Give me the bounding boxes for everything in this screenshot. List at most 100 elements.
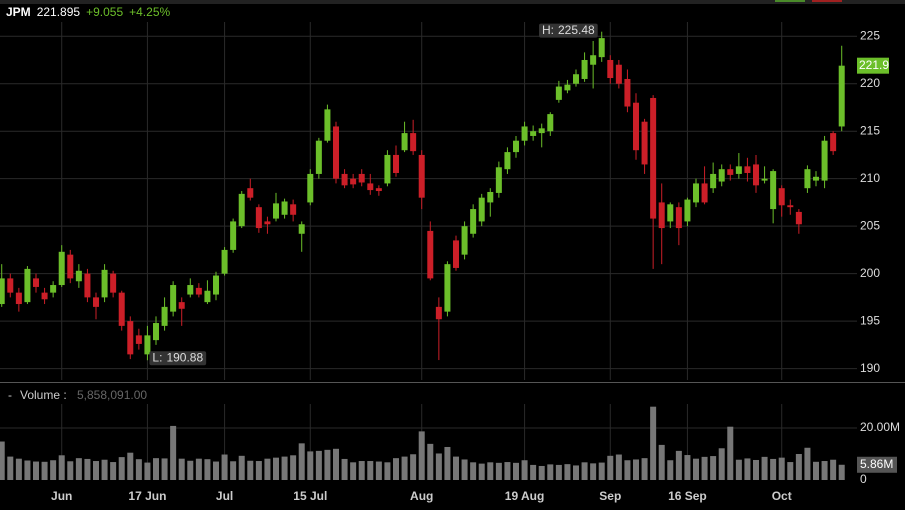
volume-bar: [590, 463, 597, 480]
candle-body: [590, 55, 597, 65]
volume-bar: [667, 460, 674, 480]
candle-body: [101, 269, 108, 298]
candle-body: [693, 183, 699, 203]
candle-body: [530, 131, 537, 136]
candle-body: [7, 278, 14, 293]
candle-body: [461, 226, 468, 255]
volume-bar: [615, 454, 622, 480]
volume-tag: 5.86M: [860, 457, 893, 471]
volume-bar: [821, 461, 828, 480]
x-tick-label: 16 Sep: [668, 489, 707, 503]
volume-bar: [538, 465, 545, 480]
volume-bar: [838, 464, 845, 480]
volume-bar: [367, 461, 374, 480]
x-tick-label: Aug: [410, 489, 433, 503]
volume-bar: [607, 455, 614, 480]
volume-bar: [555, 464, 562, 480]
volume-bar: [530, 464, 537, 480]
candle-body: [50, 285, 57, 293]
volume-bar: [0, 441, 5, 480]
volume-bar: [350, 462, 357, 480]
candle-body: [255, 207, 262, 229]
volume-bar: [718, 448, 725, 480]
volume-bar: [753, 459, 759, 480]
volume-bar: [7, 456, 14, 480]
candle-body: [393, 154, 399, 173]
volume-bar: [333, 448, 339, 480]
candle-body: [401, 133, 408, 151]
x-tick-label: Sep: [599, 489, 621, 503]
top-strip: [0, 0, 905, 4]
candle-body: [41, 292, 48, 300]
volume-bar: [650, 406, 657, 480]
volume-bar: [307, 451, 314, 480]
candle-body: [204, 290, 211, 303]
candle-body: [58, 251, 65, 286]
candle-body: [564, 84, 571, 91]
candle-body: [753, 164, 759, 186]
candle-body: [221, 249, 228, 274]
candle-body: [333, 126, 339, 179]
candle-body: [838, 65, 845, 127]
candle-body: [830, 133, 837, 152]
volume-bar: [470, 462, 477, 480]
candle-body: [701, 183, 708, 203]
volume-bar: [213, 461, 219, 480]
volume-bar: [84, 458, 91, 480]
candle-body: [161, 306, 168, 326]
candle-body: [607, 59, 614, 79]
high-tag-prefix: H:: [542, 23, 554, 37]
volume-bar: [170, 425, 177, 480]
volume-bar: [633, 459, 639, 480]
volume-bar: [761, 456, 768, 480]
volume-bar: [598, 462, 605, 480]
volume-bar: [410, 454, 417, 480]
candle-body: [384, 154, 391, 184]
low-tag: L: 190.88: [149, 350, 207, 366]
candle-body: [418, 154, 425, 198]
candle-body: [195, 287, 202, 295]
volume-bar: [195, 458, 202, 480]
candle-body: [273, 203, 279, 219]
strip-button[interactable]: [812, 0, 842, 2]
change: +9.055: [86, 5, 123, 19]
volume-bar: [161, 458, 168, 480]
volume-bar: [487, 462, 494, 480]
volume-bar: [521, 460, 528, 480]
candle-body: [84, 273, 91, 298]
candle-body: [367, 183, 374, 191]
last-price-tag-bg: [857, 57, 889, 74]
candle-body: [0, 278, 5, 305]
volume-bar: [204, 459, 211, 480]
strip-button[interactable]: [775, 0, 805, 2]
candle-body: [795, 211, 802, 225]
candle-body: [495, 167, 502, 193]
candle-body: [598, 38, 605, 58]
volume-bar: [75, 458, 82, 480]
x-tick-label: Jun: [51, 489, 72, 503]
volume-bar: [564, 464, 571, 480]
candle-body: [727, 169, 734, 175]
volume-bar: [315, 450, 322, 480]
volume-bar: [273, 457, 279, 480]
volume-bar: [375, 461, 382, 480]
volume-bar: [67, 461, 74, 480]
volume-bar: [435, 453, 442, 480]
volume-bar: [675, 450, 682, 480]
candle-body: [358, 173, 365, 183]
candle-body: [93, 297, 99, 307]
volume-bar: [135, 459, 142, 480]
volume-bar: [58, 455, 65, 480]
y-tick-label: 195: [860, 313, 880, 327]
volume-bar: [547, 464, 554, 480]
candle-body: [290, 204, 297, 215]
x-tick-label: 17 Jun: [128, 489, 166, 503]
candle-body: [667, 204, 674, 222]
candle-body: [547, 114, 554, 132]
candle-body: [213, 275, 219, 295]
candle-body: [478, 197, 485, 222]
candle-body: [555, 86, 562, 100]
volume-dash: -: [8, 388, 12, 402]
volume-bar: [504, 462, 511, 480]
